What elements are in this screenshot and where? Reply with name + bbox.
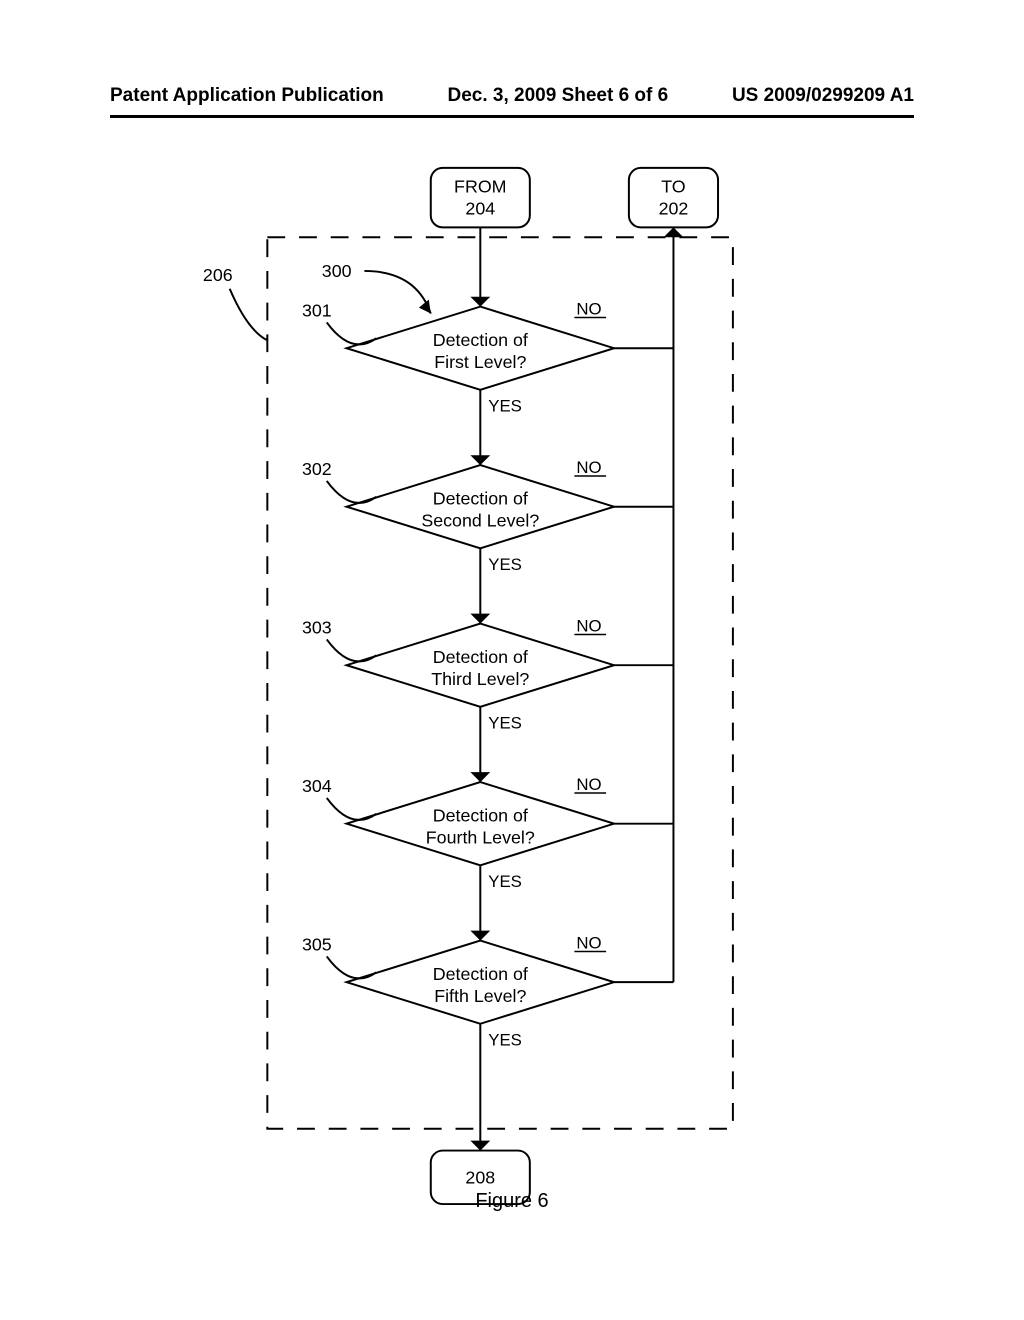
ref-206: 206 (203, 265, 233, 285)
ref-303: 303 (302, 617, 332, 637)
label-yes: YES (488, 397, 522, 416)
ref-302: 302 (302, 459, 332, 479)
label-yes: YES (488, 714, 522, 733)
svg-text:Detection of: Detection of (433, 647, 528, 667)
label-no: NO (576, 933, 601, 952)
figure-caption: Figure 6 (0, 1190, 1024, 1213)
svg-text:202: 202 (659, 198, 689, 218)
header-right: US 2009/0299209 A1 (732, 85, 914, 107)
svg-text:First Level?: First Level? (434, 352, 526, 372)
label-no: NO (576, 300, 601, 319)
svg-text:Detection of: Detection of (433, 964, 528, 984)
label-no: NO (576, 617, 601, 636)
label-no: NO (576, 458, 601, 477)
svg-text:Fourth Level?: Fourth Level? (426, 827, 535, 847)
svg-text:Third Level?: Third Level? (431, 669, 529, 689)
page-header: Patent Application Publication Dec. 3, 2… (0, 85, 1024, 107)
svg-text:Fifth Level?: Fifth Level? (434, 986, 526, 1006)
svg-text:Second Level?: Second Level? (421, 511, 539, 531)
flowchart-diagram: 206300FROM204TO202208Detection ofFirst L… (0, 160, 1024, 1210)
label-yes: YES (488, 555, 522, 574)
svg-text:Detection of: Detection of (433, 489, 528, 509)
header-rule (110, 115, 914, 118)
ref-206-leader (230, 289, 268, 341)
ref-301: 301 (302, 301, 332, 321)
svg-text:Detection of: Detection of (433, 806, 528, 826)
ref-300: 300 (322, 261, 352, 281)
label-yes: YES (488, 1031, 522, 1050)
label-yes: YES (488, 872, 522, 891)
svg-text:Detection of: Detection of (433, 330, 528, 350)
ref-304: 304 (302, 776, 332, 796)
svg-text:TO: TO (661, 177, 686, 197)
header-center: Dec. 3, 2009 Sheet 6 of 6 (447, 85, 668, 107)
svg-text:208: 208 (465, 1167, 495, 1187)
svg-text:204: 204 (465, 198, 495, 218)
ref-305: 305 (302, 934, 332, 954)
label-no: NO (576, 775, 601, 794)
header-left: Patent Application Publication (110, 85, 384, 107)
svg-text:FROM: FROM (454, 177, 506, 197)
